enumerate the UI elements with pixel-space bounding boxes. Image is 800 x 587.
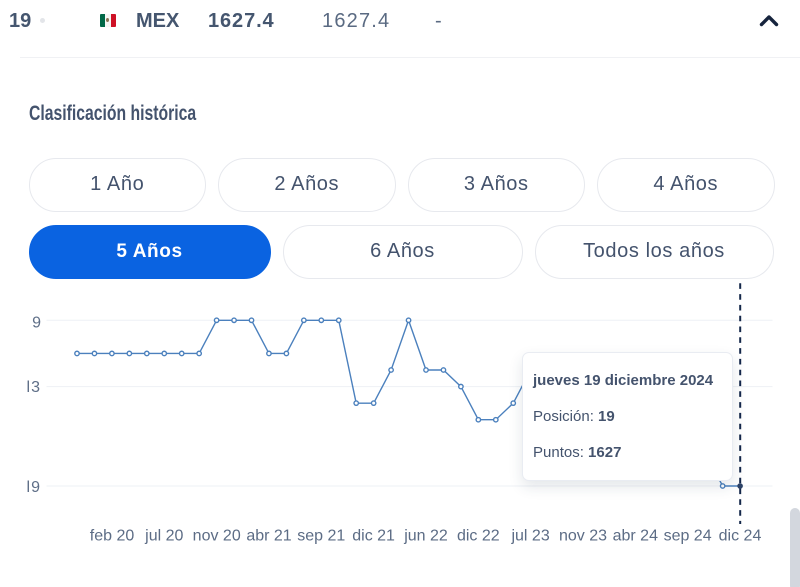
- svg-text:jun 22: jun 22: [403, 528, 448, 545]
- svg-text:dic 24: dic 24: [719, 528, 762, 545]
- svg-text:dic 22: dic 22: [457, 528, 500, 545]
- svg-text:feb 20: feb 20: [90, 528, 135, 545]
- svg-text:jul 20: jul 20: [144, 528, 183, 545]
- svg-text:9: 9: [32, 314, 41, 331]
- svg-text:l9: l9: [27, 479, 41, 496]
- svg-text:dic 21: dic 21: [352, 528, 395, 545]
- svg-text:abr 24: abr 24: [613, 528, 658, 545]
- svg-text:sep 24: sep 24: [664, 528, 712, 545]
- svg-text:abr 21: abr 21: [246, 528, 291, 545]
- svg-text:l3: l3: [27, 379, 41, 396]
- svg-text:sep 21: sep 21: [297, 528, 345, 545]
- svg-text:jul 23: jul 23: [510, 528, 549, 545]
- svg-text:nov 23: nov 23: [559, 528, 607, 545]
- svg-text:nov 20: nov 20: [193, 528, 241, 545]
